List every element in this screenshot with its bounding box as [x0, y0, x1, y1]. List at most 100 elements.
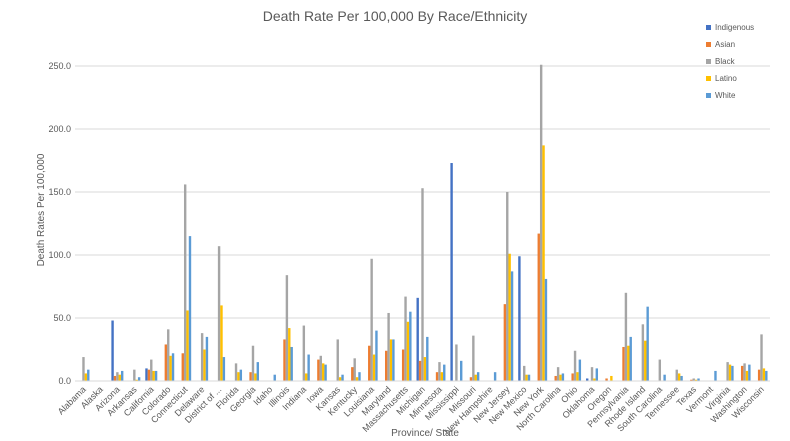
bar-white-36 [697, 378, 700, 381]
bar-latino-35 [677, 373, 681, 381]
bar-indigenous-4 [145, 368, 148, 381]
bar-black-38 [726, 362, 729, 381]
bar-asian-19 [401, 349, 405, 381]
bar-black-14 [319, 355, 322, 381]
bar-latino-31 [610, 375, 613, 381]
bar-black-16 [353, 358, 356, 381]
bar-white-39 [748, 364, 751, 381]
bar-black-33 [641, 324, 645, 381]
bar-black-22 [455, 344, 458, 381]
bar-asian-31 [605, 378, 608, 381]
bar-latino-6 [186, 310, 189, 381]
bar-asian-25 [503, 304, 507, 381]
bar-asian-32 [622, 346, 625, 381]
bar-indigenous-30 [586, 378, 589, 381]
bar-asian-28 [554, 375, 557, 381]
bar-asian-6 [181, 353, 184, 381]
bar-white-26 [527, 374, 531, 381]
bar-latino-20 [423, 357, 427, 381]
bar-white-25 [510, 271, 514, 381]
bar-black-29 [573, 350, 577, 381]
bar-white-38 [731, 365, 734, 381]
bar-asian-16 [351, 367, 354, 381]
bar-black-30 [590, 367, 594, 381]
bar-asian-10 [249, 372, 252, 381]
bar-asian-27 [537, 233, 540, 381]
bar-black-19 [404, 296, 407, 381]
bar-asian-20 [418, 360, 422, 381]
bar-latino-36 [694, 379, 698, 381]
bar-white-11 [273, 374, 276, 381]
bar-latino-39 [745, 370, 749, 381]
bar-asian-40 [757, 369, 761, 381]
legend-swatch-asian [706, 42, 711, 47]
bar-black-15 [336, 339, 339, 381]
bar-black-27 [539, 64, 543, 382]
legend-label-black: Black [715, 57, 736, 66]
bar-latino-25 [508, 253, 511, 381]
bar-asian-21 [435, 372, 439, 381]
bar-black-0 [82, 357, 85, 381]
bar-latino-15 [338, 377, 342, 381]
bar-black-25 [506, 192, 509, 381]
bar-asian-18 [384, 350, 388, 381]
y-tick-labels: 0.0 50.0 100.0 150.0 200.0 250.0 [48, 61, 71, 386]
bar-white-18 [392, 339, 395, 381]
bar-white-12 [290, 346, 293, 381]
y-tick-label: 100.0 [48, 250, 71, 260]
bar-white-30 [595, 368, 599, 381]
bar-white-5 [171, 353, 175, 381]
bar-marks [82, 64, 768, 382]
bar-white-28 [561, 373, 565, 381]
bar-black-20 [421, 188, 424, 381]
bar-black-13 [302, 325, 306, 381]
bar-asian-17 [368, 345, 371, 381]
legend-swatch-latino [706, 76, 711, 81]
bar-latino-13 [305, 373, 308, 381]
bar-indigenous-2 [111, 320, 114, 381]
bar-latino-12 [288, 328, 291, 381]
bar-black-35 [675, 369, 678, 381]
bar-white-14 [324, 364, 327, 381]
bar-indigenous-22 [450, 163, 453, 381]
bar-white-0 [87, 369, 90, 381]
bar-latino-0 [84, 373, 88, 381]
bar-asian-2 [113, 375, 117, 381]
bar-black-26 [523, 365, 526, 381]
bar-black-36 [692, 378, 695, 381]
bar-white-24 [493, 372, 497, 381]
bar-black-9 [234, 363, 238, 381]
chart-title: Death Rate Per 100,000 By Race/Ethnicity [263, 8, 528, 24]
bar-latino-4 [152, 370, 155, 381]
bar-asian-4 [147, 369, 151, 381]
bar-white-34 [663, 374, 666, 381]
bar-black-17 [370, 258, 373, 381]
y-tick-label: 0.0 [58, 376, 71, 386]
legend-label-white: White [715, 91, 736, 100]
bar-white-40 [765, 370, 768, 381]
legend-label-asian: Asian [715, 40, 735, 49]
bar-latino-8 [220, 305, 223, 381]
bar-black-4 [150, 359, 153, 381]
bar-latino-32 [627, 345, 630, 381]
bar-latino-5 [169, 355, 172, 381]
bar-white-27 [544, 278, 548, 381]
bar-black-5 [167, 329, 170, 381]
bar-white-2 [120, 370, 124, 381]
bar-black-6 [183, 184, 187, 381]
bar-indigenous-26 [518, 256, 521, 381]
bar-white-9 [239, 369, 243, 381]
bar-asian-12 [283, 339, 286, 381]
bar-black-34 [658, 359, 662, 381]
bar-latino-16 [355, 377, 359, 381]
legend-swatch-black [706, 59, 711, 64]
legend-label-latino: Latino [715, 74, 737, 83]
bar-latino-29 [576, 372, 579, 381]
bar-white-17 [375, 330, 378, 381]
bar-latino-26 [525, 374, 528, 381]
bar-latino-21 [440, 372, 444, 381]
y-tick-label: 200.0 [48, 124, 71, 134]
bar-black-8 [217, 246, 221, 381]
bar-white-21 [443, 364, 446, 381]
